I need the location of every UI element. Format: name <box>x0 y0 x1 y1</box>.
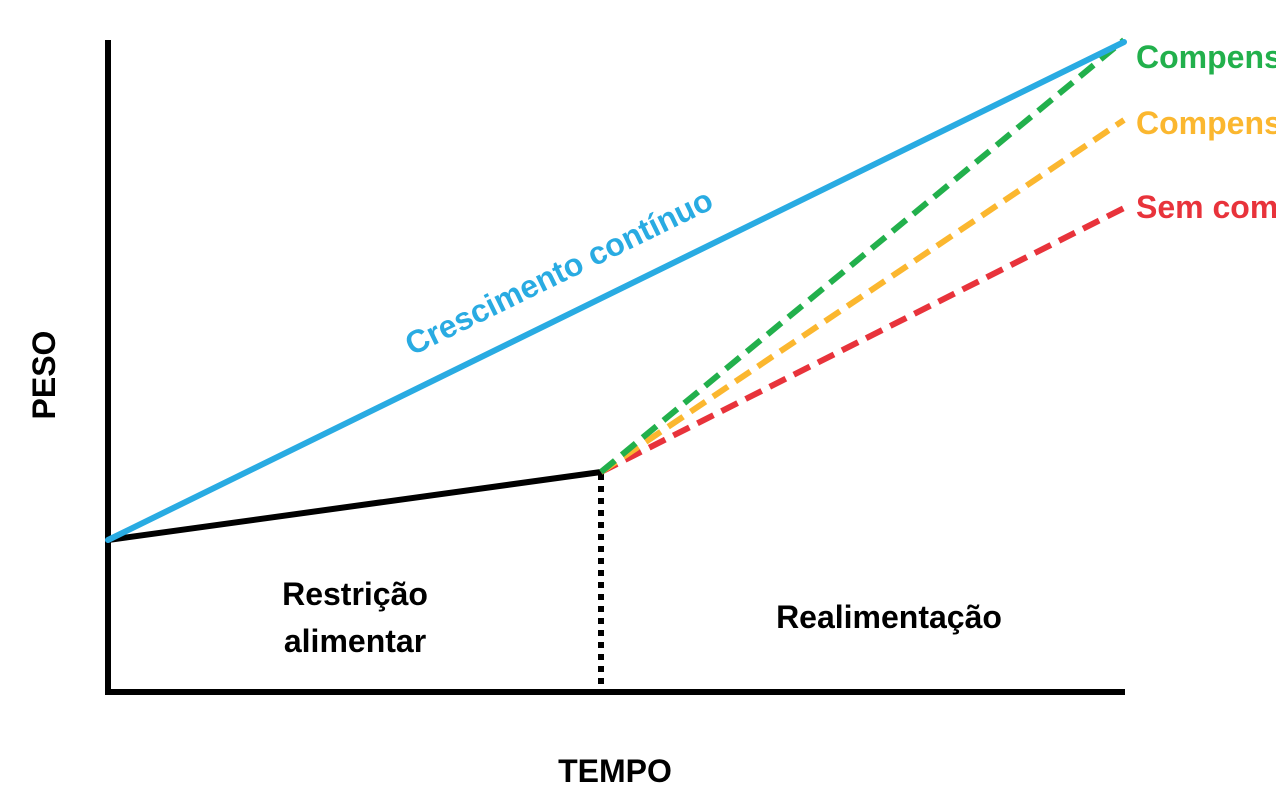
no-compensation-label: Sem com <box>1136 189 1276 225</box>
no-compensation-line <box>599 205 1126 475</box>
restriction-label-line1: Restrição <box>282 576 428 612</box>
x-axis-title: TEMPO <box>558 753 672 789</box>
full-compensation-label: Compens <box>1136 39 1276 75</box>
full-compensation-line <box>599 37 1126 475</box>
partial-compensation-line <box>599 117 1126 475</box>
restriction-label-line2: alimentar <box>284 623 426 659</box>
refeeding-label: Realimentação <box>776 599 1002 635</box>
continuous-growth-line <box>105 39 1127 543</box>
y-axis-title: PESO <box>26 331 62 420</box>
continuous-growth-label: Crescimento contínuo <box>399 181 718 362</box>
restricted-growth-line <box>105 469 604 543</box>
partial-compensation-label: Compens <box>1136 105 1276 141</box>
